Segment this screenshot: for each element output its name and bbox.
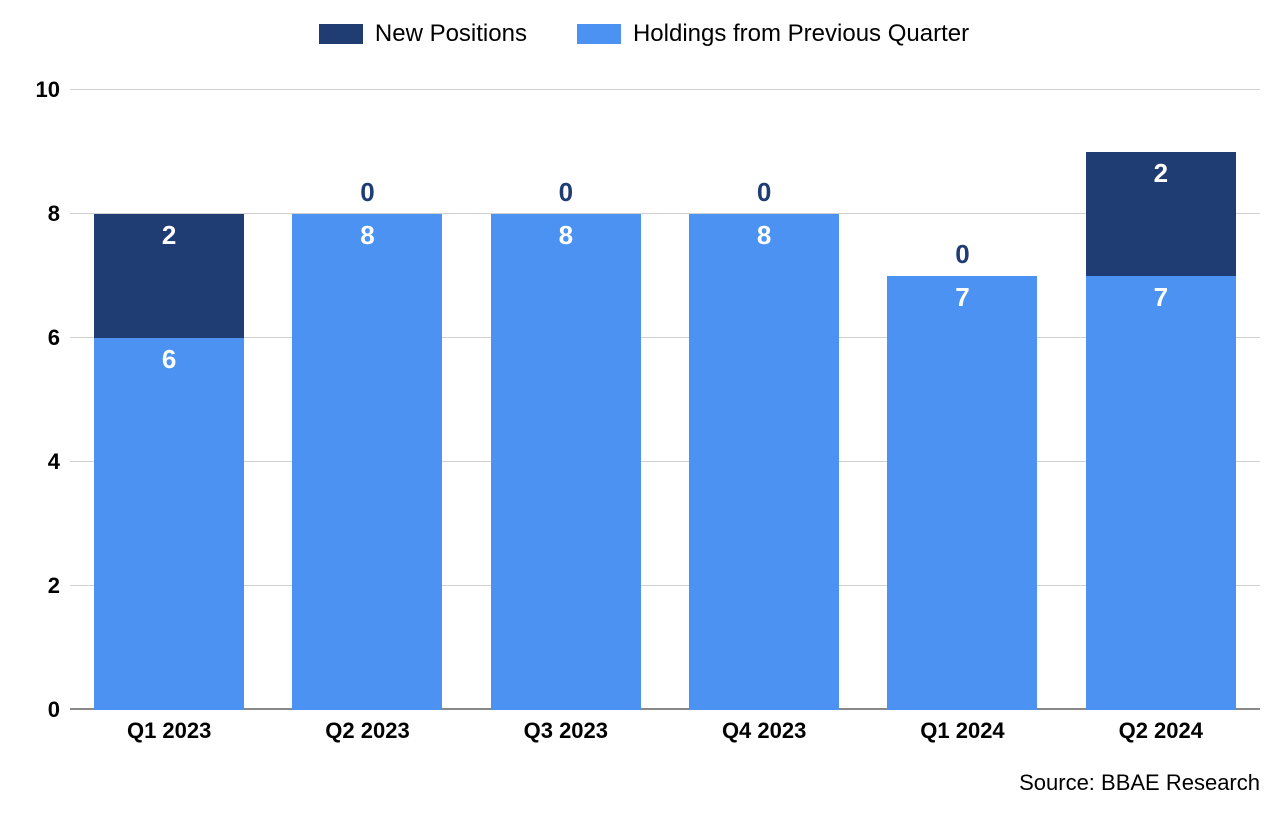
bar-slot: 80 (268, 90, 466, 710)
bar-segment-new-positions: 2 (94, 214, 244, 338)
bar-value-label: 7 (887, 282, 1037, 313)
y-tick-label: 2 (10, 573, 60, 599)
bar-segment-holdings: 7 (887, 276, 1037, 710)
bar-segment-holdings: 8 (491, 214, 641, 710)
bar-slot: 72 (1062, 90, 1260, 710)
y-tick-label: 4 (10, 449, 60, 475)
bar-stack: 8 (292, 214, 442, 710)
bar-stack: 62 (94, 214, 244, 710)
bar-slot: 62 (70, 90, 268, 710)
bar-value-label: 2 (94, 220, 244, 251)
bar-value-label: 2 (1086, 158, 1236, 189)
y-tick-label: 10 (10, 77, 60, 103)
x-tick-label: Q2 2024 (1062, 718, 1260, 744)
bar-zero-label: 0 (360, 177, 374, 208)
bar-slot: 70 (863, 90, 1061, 710)
bar-stack: 72 (1086, 152, 1236, 710)
bar-slot: 80 (467, 90, 665, 710)
bar-stack: 8 (491, 214, 641, 710)
bar-segment-new-positions: 2 (1086, 152, 1236, 276)
source-attribution: Source: BBAE Research (1019, 770, 1260, 796)
bar-zero-label: 0 (757, 177, 771, 208)
bar-stack: 7 (887, 276, 1037, 710)
legend-item-new-positions: New Positions (319, 20, 527, 48)
legend-swatch (319, 24, 363, 44)
bars-row: 628080807072 (70, 90, 1260, 710)
bar-zero-label: 0 (955, 239, 969, 270)
y-tick-label: 0 (10, 697, 60, 723)
bar-value-label: 8 (292, 220, 442, 251)
x-tick-label: Q4 2023 (665, 718, 863, 744)
y-tick-label: 6 (10, 325, 60, 351)
bar-value-label: 6 (94, 344, 244, 375)
bar-segment-holdings: 6 (94, 338, 244, 710)
bar-segment-holdings: 7 (1086, 276, 1236, 710)
bar-segment-holdings: 8 (689, 214, 839, 710)
y-tick-label: 8 (10, 201, 60, 227)
x-tick-labels: Q1 2023Q2 2023Q3 2023Q4 2023Q1 2024Q2 20… (70, 718, 1260, 744)
legend-label: Holdings from Previous Quarter (633, 20, 969, 48)
legend-label: New Positions (375, 20, 527, 48)
legend-swatch (577, 24, 621, 44)
bar-value-label: 8 (491, 220, 641, 251)
bar-value-label: 7 (1086, 282, 1236, 313)
x-tick-label: Q1 2023 (70, 718, 268, 744)
legend: New Positions Holdings from Previous Qua… (0, 20, 1288, 48)
x-tick-label: Q1 2024 (863, 718, 1061, 744)
stacked-bar-chart: New Positions Holdings from Previous Qua… (0, 0, 1288, 820)
x-tick-label: Q3 2023 (467, 718, 665, 744)
bar-zero-label: 0 (559, 177, 573, 208)
bar-stack: 8 (689, 214, 839, 710)
bar-slot: 80 (665, 90, 863, 710)
legend-item-holdings: Holdings from Previous Quarter (577, 20, 969, 48)
x-tick-label: Q2 2023 (268, 718, 466, 744)
bar-value-label: 8 (689, 220, 839, 251)
plot-area: 628080807072 (70, 90, 1260, 710)
bar-segment-holdings: 8 (292, 214, 442, 710)
